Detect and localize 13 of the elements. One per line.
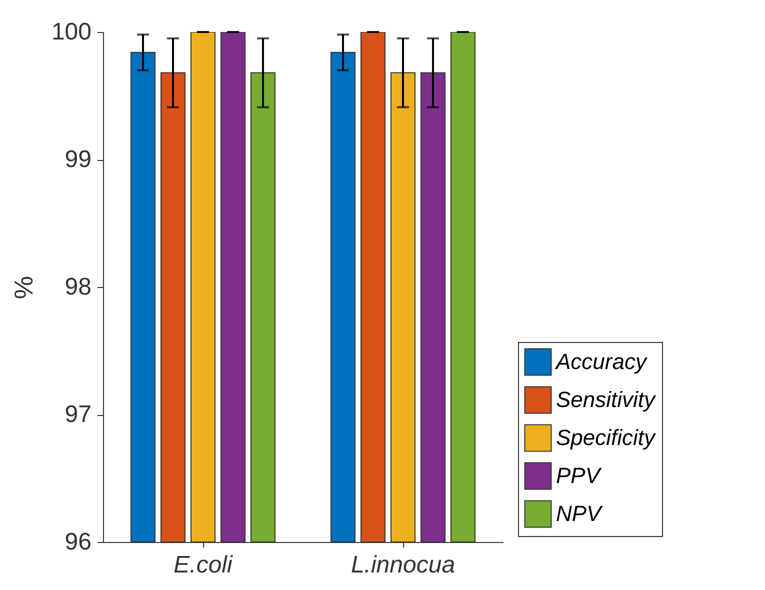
legend-label: Sensitivity bbox=[556, 387, 658, 412]
x-tick-label: L.innocua bbox=[350, 552, 456, 578]
y-tick-label: 97 bbox=[64, 401, 92, 428]
y-tick-label: 98 bbox=[64, 274, 92, 300]
legend-label: Specificity bbox=[556, 425, 658, 450]
legend-label: PPV bbox=[556, 463, 602, 488]
y-tick-label: 99 bbox=[64, 146, 92, 173]
y-tick-label: 100 bbox=[51, 18, 92, 46]
y-axis-title: % bbox=[8, 276, 38, 300]
y-tick-label: 96 bbox=[64, 528, 92, 556]
x-tick-label: E.coli bbox=[174, 552, 234, 578]
legend-label: NPV bbox=[556, 501, 604, 526]
legend-label: Accuracy bbox=[554, 349, 648, 374]
